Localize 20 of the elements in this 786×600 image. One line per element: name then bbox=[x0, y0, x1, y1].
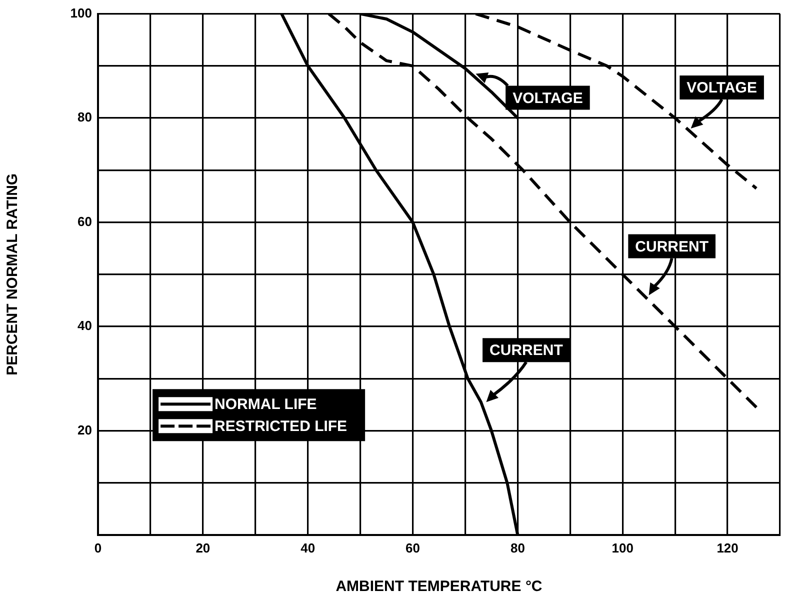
annotation: CURRENT bbox=[635, 238, 709, 256]
x-tick-label: 80 bbox=[510, 540, 525, 556]
y-axis-title: PERCENT NORMAL RATING bbox=[4, 173, 22, 376]
y-tick-label: 100 bbox=[70, 5, 92, 20]
x-tick-label: 120 bbox=[716, 540, 738, 556]
legend-label: NORMAL LIFE bbox=[214, 396, 317, 414]
x-tick-label: 100 bbox=[612, 540, 634, 556]
annotation: VOLTAGE bbox=[512, 90, 583, 107]
x-axis-title: AMBIENT TEMPERATURE °C bbox=[336, 578, 542, 596]
y-tick-label: 20 bbox=[78, 422, 92, 438]
annotation: CURRENT bbox=[490, 342, 563, 360]
x-tick-label: 20 bbox=[196, 540, 210, 556]
y-tick-label: 60 bbox=[78, 214, 92, 229]
x-tick-label: 40 bbox=[300, 540, 316, 556]
y-tick-label: 80 bbox=[78, 110, 92, 125]
legend-label: RESTRICTED LIFE bbox=[214, 418, 348, 436]
x-tick-label: 0 bbox=[94, 540, 102, 556]
x-tick-label: 60 bbox=[406, 540, 420, 556]
y-tick-label: 40 bbox=[78, 318, 92, 334]
annotation: VOLTAGE bbox=[686, 80, 757, 97]
